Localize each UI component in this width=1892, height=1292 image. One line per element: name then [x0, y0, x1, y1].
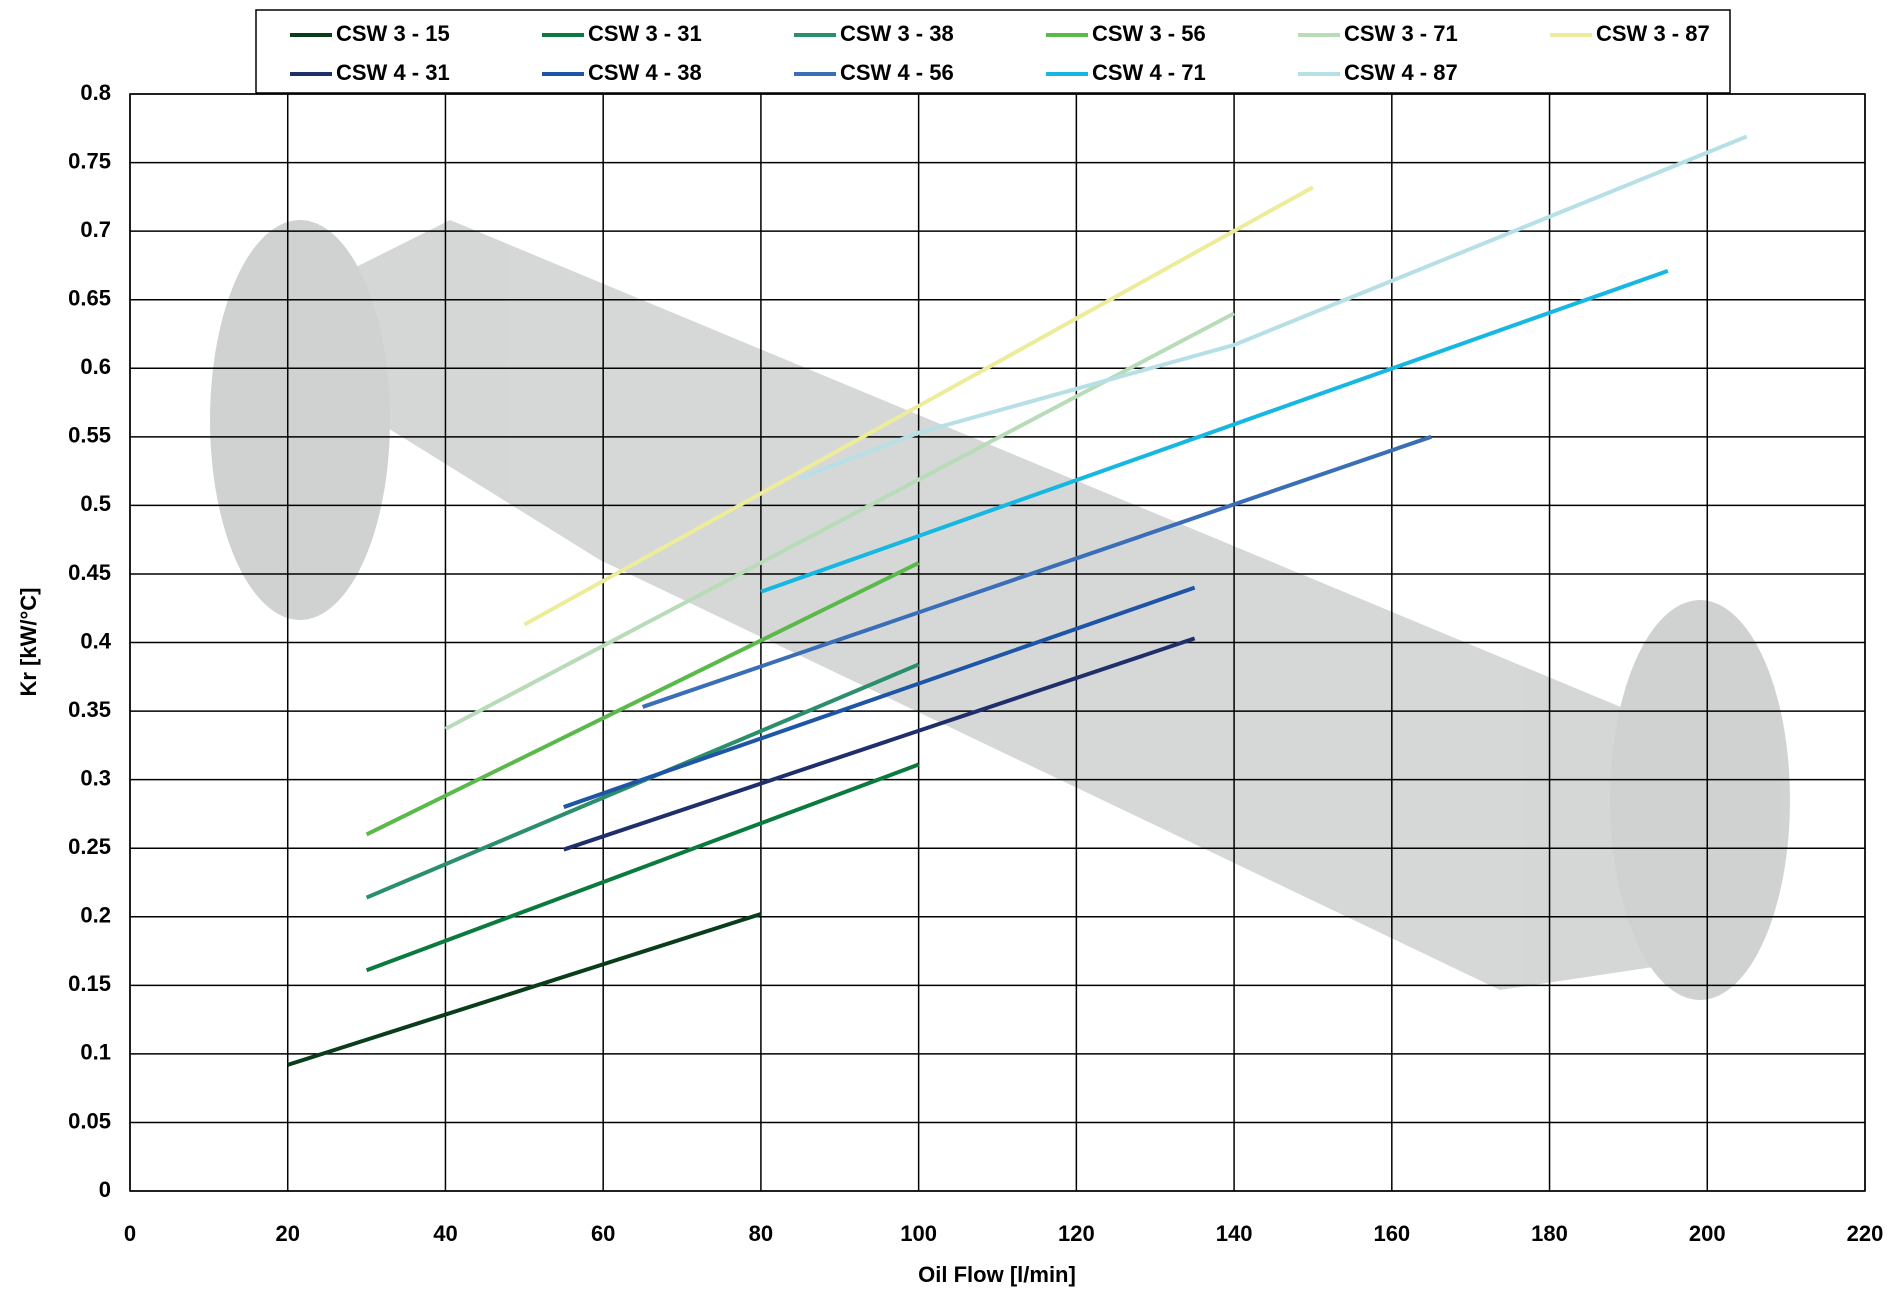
y-tick-label: 0.7 [80, 217, 111, 242]
y-tick-label: 0.75 [68, 148, 111, 173]
x-tick-label: 100 [900, 1221, 937, 1246]
y-tick-label: 0.4 [80, 628, 111, 653]
series-line [288, 914, 761, 1065]
y-tick-label: 0.45 [68, 560, 111, 585]
y-axis-label: Kr [kW/°C] [16, 587, 41, 696]
legend-label: CSW 4 - 71 [1092, 60, 1206, 85]
legend-label: CSW 3 - 38 [840, 21, 954, 46]
y-tick-label: 0.65 [68, 286, 111, 311]
legend-label: CSW 3 - 87 [1596, 21, 1710, 46]
legend-box [256, 10, 1730, 93]
x-tick-label: 220 [1847, 1221, 1884, 1246]
y-tick-label: 0.5 [80, 491, 111, 516]
page: Oil Flow [l/min] Kr [kW/°C] 0 0.05 0.1 0.15… [0, 0, 1892, 1292]
y-tick-label: 0.8 [80, 80, 111, 105]
x-tick-label: 140 [1216, 1221, 1253, 1246]
y-tick-label: 0.05 [68, 1108, 111, 1133]
legend-label: CSW 4 - 87 [1344, 60, 1458, 85]
x-tick-label: 160 [1373, 1221, 1410, 1246]
legend-label: CSW 4 - 38 [588, 60, 702, 85]
y-tick-label: 0.35 [68, 697, 111, 722]
x-tick-label: 20 [275, 1221, 299, 1246]
x-tick-label: 180 [1531, 1221, 1568, 1246]
legend-label: CSW 3 - 15 [336, 21, 450, 46]
series-line [800, 137, 1746, 478]
x-tick-label: 200 [1689, 1221, 1726, 1246]
y-tick-label: 0 [99, 1177, 111, 1202]
legend-label: CSW 3 - 31 [588, 21, 702, 46]
legend-label: CSW 3 - 56 [1092, 21, 1206, 46]
x-tick-label: 40 [433, 1221, 457, 1246]
legend-label: CSW 4 - 56 [840, 60, 954, 85]
y-tick-label: 0.15 [68, 971, 111, 996]
y-tick-label: 0.25 [68, 834, 111, 859]
background-photo [210, 220, 1790, 1000]
x-axis-label: Oil Flow [l/min] [918, 1262, 1076, 1287]
x-tick-label: 120 [1058, 1221, 1095, 1246]
y-tick-label: 0.1 [80, 1040, 111, 1065]
y-tick-label: 0.6 [80, 354, 111, 379]
y-tick-label: 0.55 [68, 423, 111, 448]
x-tick-label: 0 [124, 1221, 136, 1246]
x-tick-label: 80 [749, 1221, 773, 1246]
y-tick-label: 0.3 [80, 765, 111, 790]
legend-label: CSW 3 - 71 [1344, 21, 1458, 46]
x-tick-label: 60 [591, 1221, 615, 1246]
legend-label: CSW 4 - 31 [336, 60, 450, 85]
chart: Oil Flow [l/min] Kr [kW/°C] 0 0.05 0.1 0.15… [0, 0, 1892, 1292]
y-tick-label: 0.2 [80, 903, 111, 928]
